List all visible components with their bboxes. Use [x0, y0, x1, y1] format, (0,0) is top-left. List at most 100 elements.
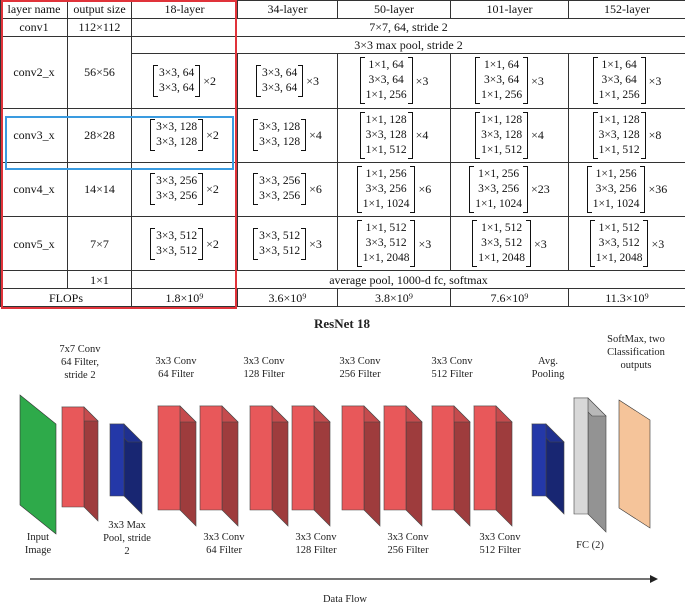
- block-multiplier: ×6: [309, 182, 322, 197]
- block-line: 3×3, 64: [601, 74, 637, 87]
- conv3x3-block-6: [383, 405, 423, 527]
- block-bracket: 1×1, 512 3×3, 512 1×1, 2048: [472, 220, 531, 268]
- block-bracket: 3×3, 64 3×3, 64: [152, 64, 201, 97]
- block-bracket: 1×1, 128 3×3, 128 1×1, 512: [475, 111, 529, 159]
- conv3-152-cell: 1×1, 128 3×3, 128 1×1, 512 ×8: [568, 107, 685, 163]
- bottom-label-3: 3x3 Conv 64 Filter: [203, 532, 245, 556]
- maxpool-row: conv2_x 56×56 3×3 max pool, stride 2: [0, 35, 685, 109]
- block-line: 1×1, 256: [481, 89, 523, 102]
- label-line: SoftMax, two: [607, 334, 665, 345]
- block-spec: 1×1, 256 3×3, 256 1×1, 1024 ×23: [469, 165, 550, 213]
- conv3x3-block-4: [291, 405, 331, 527]
- block-line: 3×3, 512: [156, 229, 198, 242]
- block-multiplier: ×3: [533, 236, 547, 251]
- block-multiplier: ×3: [309, 236, 322, 251]
- label-line: Pooling: [532, 369, 565, 380]
- conv2-name: conv2_x: [0, 35, 68, 109]
- diagram-blocks: [19, 394, 651, 535]
- flops-label: FLOPs: [0, 288, 132, 307]
- block-spec: 1×1, 256 3×3, 256 1×1, 1024 ×6: [356, 165, 431, 213]
- block-line: 3×3, 512: [259, 229, 301, 242]
- conv1-spec: 7×7, 64, stride 2: [131, 17, 685, 37]
- block-multiplier: ×2: [206, 128, 219, 143]
- header-50-layer: 50-layer: [337, 0, 451, 19]
- block-multiplier: ×36: [648, 182, 668, 197]
- block-bracket: 3×3, 256 3×3, 256: [150, 173, 204, 206]
- header-output-size: output size: [67, 0, 132, 19]
- block-multiplier: ×4: [531, 128, 544, 143]
- label-line: Classification: [607, 347, 665, 358]
- maxpool-block: [109, 423, 143, 515]
- label-line: Pool, stride: [103, 533, 151, 544]
- block-line: 3×3, 128: [598, 128, 640, 141]
- block-multiplier: ×3: [306, 73, 320, 88]
- flops-18: 1.8×10⁹: [131, 288, 238, 307]
- block-spec: 1×1, 64 3×3, 64 1×1, 256 ×3: [475, 57, 544, 105]
- label-line: 3x3 Conv: [243, 356, 285, 367]
- conv3x3-block-8: [473, 405, 513, 527]
- block-line: 1×1, 2048: [478, 252, 525, 265]
- block-multiplier: ×23: [530, 182, 550, 197]
- conv5-152-cell: 1×1, 512 3×3, 512 1×1, 2048 ×3: [568, 216, 685, 272]
- fc-block: [573, 397, 607, 533]
- block-bracket: 3×3, 128 3×3, 128: [253, 119, 307, 152]
- block-bracket: 3×3, 64 3×3, 64: [255, 64, 304, 97]
- block-multiplier: ×8: [648, 128, 662, 143]
- block-line: 3×3, 256: [259, 175, 301, 188]
- top-label-2: 3x3 Conv 64 Filter: [155, 356, 197, 380]
- block-line: 1×1, 256: [595, 167, 637, 180]
- top-label-5: 3x3 Conv 512 Filter: [431, 356, 473, 380]
- conv1-row: conv1 112×112 7×7, 64, stride 2: [0, 17, 685, 37]
- block-line: 3×3, 64: [158, 81, 195, 94]
- block-bracket: 1×1, 128 3×3, 128 1×1, 512: [359, 111, 413, 159]
- label-line: 3x3 Max: [108, 520, 146, 531]
- label-line: Avg.: [538, 356, 558, 367]
- block-spec: 1×1, 512 3×3, 512 1×1, 2048 ×3: [356, 220, 431, 268]
- conv5-name: conv5_x: [0, 216, 68, 272]
- block-line: 1×1, 256: [365, 167, 407, 180]
- block-line: 1×1, 64: [483, 59, 520, 72]
- label-line: 64 Filter: [206, 545, 242, 556]
- block-bracket: 3×3, 128 3×3, 128: [150, 119, 204, 152]
- block-line: 3×3, 64: [483, 74, 520, 87]
- conv2-152-cell: 1×1, 64 3×3, 64 1×1, 256 ×3: [568, 53, 685, 109]
- label-line: FC (2): [576, 540, 604, 551]
- final-name: [0, 270, 68, 290]
- block-line: 3×3, 256: [156, 190, 198, 203]
- final-row: 1×1 average pool, 1000-d fc, softmax: [0, 270, 685, 290]
- top-label-4: 3x3 Conv 256 Filter: [339, 356, 381, 380]
- block-line: 3×3, 256: [156, 175, 198, 188]
- label-line: 256 Filter: [339, 369, 381, 380]
- block-spec: 1×1, 128 3×3, 128 1×1, 512 ×8: [592, 111, 662, 159]
- diagram-labels: 7x7 Conv 64 Filter, stride 2 3x3 Conv 64 Fil…: [25, 334, 666, 557]
- block-line: 3×3, 256: [595, 182, 637, 195]
- softmax-block: [618, 399, 651, 529]
- block-line: 3×3, 256: [478, 182, 520, 195]
- conv3-size: 28×28: [67, 107, 132, 163]
- flops-50: 3.8×10⁹: [337, 288, 451, 307]
- block-spec: 1×1, 64 3×3, 64 1×1, 256 ×3: [359, 57, 428, 105]
- block-bracket: 3×3, 256 3×3, 256: [253, 173, 307, 206]
- block-spec: 3×3, 64 3×3, 64 ×2: [152, 64, 216, 97]
- maxpool-spec: 3×3 max pool, stride 2: [131, 35, 685, 55]
- block-line: 1×1, 512: [481, 222, 523, 235]
- label-line: 3x3 Conv: [155, 356, 197, 367]
- conv3x3-block-2: [199, 405, 239, 527]
- header-row: layer name output size 18-layer 34-layer…: [0, 0, 685, 19]
- block-bracket: 3×3, 512 3×3, 512: [253, 227, 307, 260]
- data-flow-label: Data Flow: [323, 594, 367, 605]
- bottom-label-6: 3x3 Conv 512 Filter: [479, 532, 521, 556]
- block-line: 3×3, 128: [259, 136, 301, 149]
- label-line: 3x3 Conv: [339, 356, 381, 367]
- resnet-architecture-table: layer name output size 18-layer 34-layer…: [0, 0, 685, 307]
- conv3-34-cell: 3×3, 128 3×3, 128 ×4: [237, 107, 338, 163]
- block-bracket: 1×1, 128 3×3, 128 1×1, 512: [592, 111, 646, 159]
- block-line: 1×1, 256: [365, 89, 407, 102]
- block-multiplier: ×3: [531, 73, 544, 88]
- block-line: 1×1, 64: [601, 59, 637, 72]
- label-line: stride 2: [64, 370, 95, 381]
- block-line: 1×1, 128: [365, 113, 407, 126]
- conv7x7-block: [61, 406, 99, 522]
- block-spec: 3×3, 128 3×3, 128 ×2: [150, 119, 219, 152]
- block-line: 1×1, 128: [481, 113, 523, 126]
